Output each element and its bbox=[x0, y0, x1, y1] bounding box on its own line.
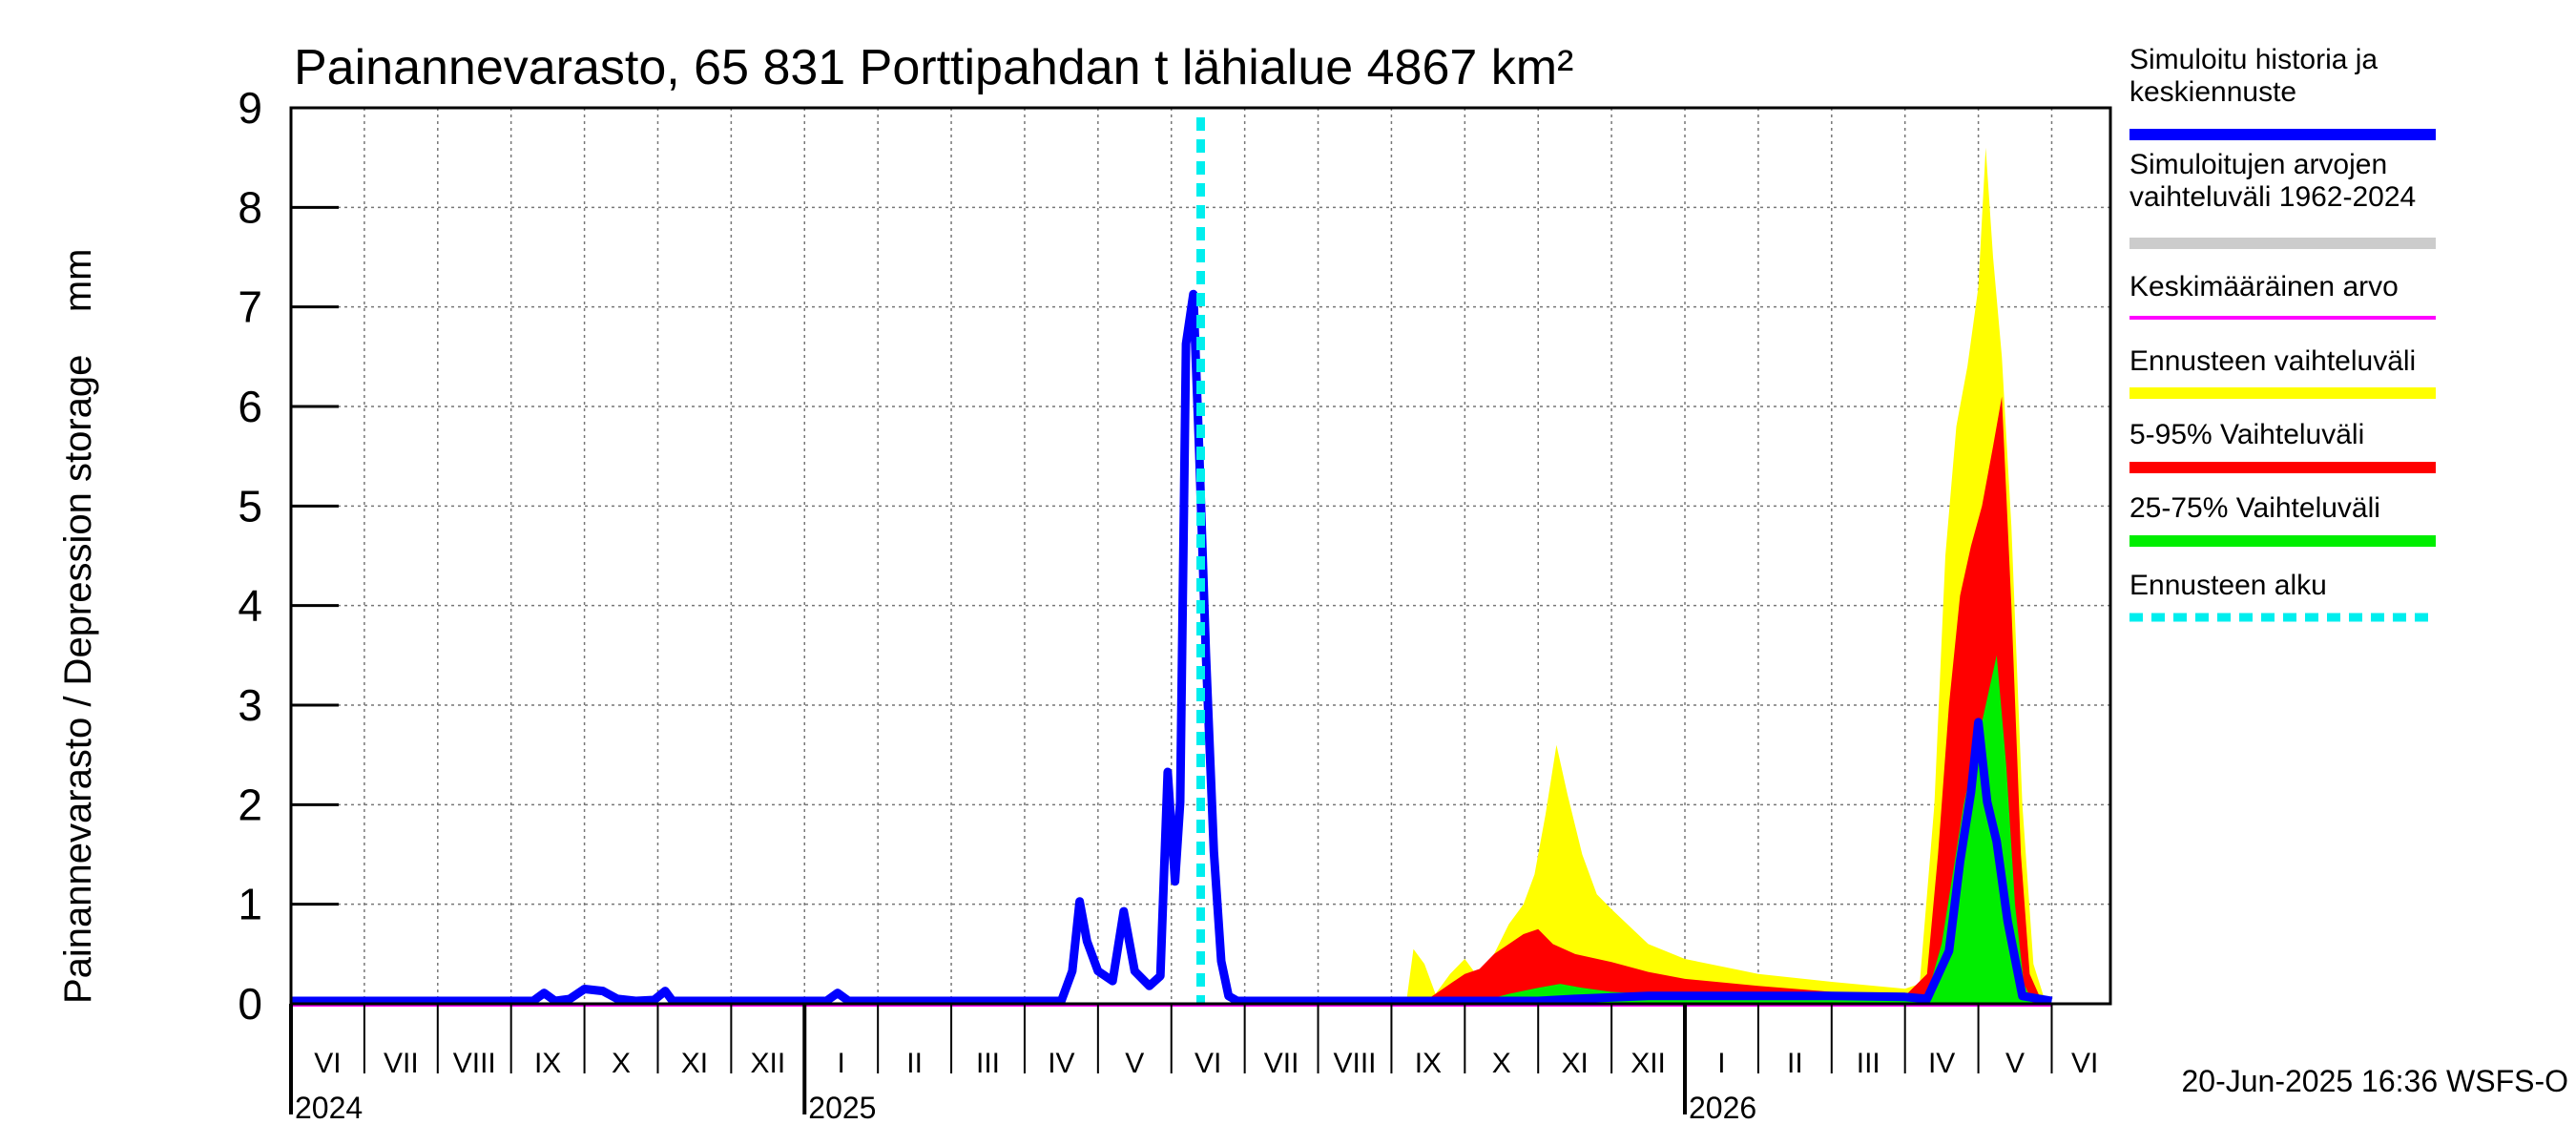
month-label-12: VI bbox=[1195, 1048, 1221, 1079]
legend-label-5: 25-75% Vaihteluväli bbox=[2129, 492, 2380, 524]
month-label-16: X bbox=[1492, 1048, 1511, 1079]
y-tick-label-5: 5 bbox=[238, 481, 262, 531]
month-label-22: IV bbox=[1928, 1048, 1955, 1079]
month-label-14: VIII bbox=[1333, 1048, 1376, 1079]
plot-frame bbox=[289, 106, 2112, 1006]
axes-frame bbox=[289, 106, 2112, 1006]
legend-label-6: Ennusteen alku bbox=[2129, 570, 2327, 601]
y-tick-label-7: 7 bbox=[238, 282, 262, 332]
footer-timestamp: 20-Jun-2025 16:36 WSFS-O bbox=[2181, 1064, 2568, 1098]
y-tick-label-6: 6 bbox=[238, 382, 262, 431]
y-tick-label-8: 8 bbox=[238, 182, 262, 232]
year-label-2: 2026 bbox=[1689, 1091, 1756, 1125]
month-label-0: VI bbox=[314, 1048, 341, 1079]
band-5 bbox=[1465, 655, 2052, 1004]
month-label-8: II bbox=[906, 1048, 923, 1079]
month-label-15: IX bbox=[1415, 1048, 1442, 1079]
y-tick-label-2: 2 bbox=[238, 780, 262, 829]
month-label-23: V bbox=[2005, 1048, 2025, 1079]
legend-label-2: Keskimääräinen arvo bbox=[2129, 271, 2399, 302]
month-label-6: XII bbox=[750, 1048, 785, 1079]
year-label-1: 2025 bbox=[808, 1091, 876, 1125]
x-axis: VI VII VIII IX X XI XII I II III IV V VI VII VIII IX X XI… bbox=[289, 1004, 2098, 1125]
y-tick-label-3: 3 bbox=[238, 680, 262, 730]
month-label-13: VII bbox=[1264, 1048, 1299, 1079]
main-series-line bbox=[291, 289, 2053, 1006]
legend-label-0-0: Simuloitu historia ja bbox=[2129, 44, 2378, 75]
month-label-4: X bbox=[612, 1048, 631, 1079]
month-label-19: I bbox=[1717, 1048, 1725, 1079]
month-label-24: VI bbox=[2071, 1048, 2098, 1079]
month-label-20: II bbox=[1787, 1048, 1803, 1079]
month-label-3: IX bbox=[534, 1048, 561, 1079]
y-tick-label-0: 0 bbox=[238, 979, 262, 1029]
legend-label-1-0: Simuloitujen arvojen bbox=[2129, 149, 2387, 180]
legend-label-3: Ennusteen vaihteluväli bbox=[2129, 345, 2416, 377]
month-label-7: I bbox=[838, 1048, 845, 1079]
month-label-18: XII bbox=[1631, 1048, 1666, 1079]
month-label-11: V bbox=[1125, 1048, 1144, 1079]
month-label-21: III bbox=[1857, 1048, 1880, 1079]
year-label-0: 2024 bbox=[295, 1091, 363, 1125]
y-tick-label-4: 4 bbox=[238, 581, 262, 631]
y-axis-label: Painannevarasto / Depression storage mm bbox=[57, 248, 99, 1004]
month-label-9: III bbox=[976, 1048, 1000, 1079]
month-label-17: XI bbox=[1561, 1048, 1588, 1079]
legend-label-1-1: vaihteluväli 1962-2024 bbox=[2129, 181, 2416, 213]
month-label-5: XI bbox=[681, 1048, 708, 1079]
forecast-bands bbox=[1405, 147, 2052, 1005]
legend-label-4: 5-95% Vaihteluväli bbox=[2129, 419, 2364, 450]
y-tick-label-9: 9 bbox=[238, 83, 262, 133]
y-axis-ticks: 0 1 2 3 4 5 6 7 8 9 bbox=[238, 83, 339, 1029]
chart-title: Painannevarasto, 65 831 Porttipahdan t l… bbox=[294, 40, 1573, 95]
legend-label-0-1: keskiennuste bbox=[2129, 76, 2296, 108]
month-label-2: VIII bbox=[453, 1048, 496, 1079]
month-label-10: IV bbox=[1048, 1048, 1074, 1079]
y-tick-label-1: 1 bbox=[238, 880, 262, 929]
month-label-1: VII bbox=[384, 1048, 419, 1079]
